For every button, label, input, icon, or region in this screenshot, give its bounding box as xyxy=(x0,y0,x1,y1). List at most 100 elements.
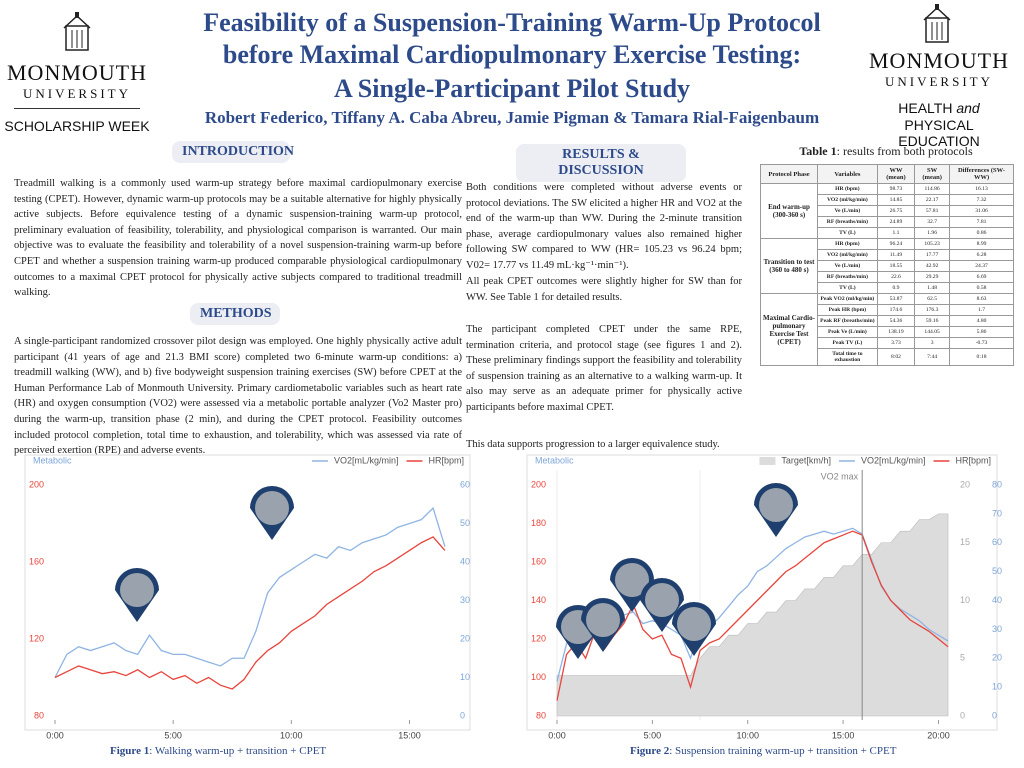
y-tick-label: 80 xyxy=(34,710,44,720)
logo-building xyxy=(923,4,951,43)
panel-label: Metabolic xyxy=(33,455,72,465)
y2-tick-label: 70 xyxy=(992,508,1002,518)
x-tick-label: 5:00 xyxy=(644,730,662,740)
title-line: A Single-Participant Pilot Study xyxy=(333,74,691,103)
table-row: Maximal Cardio-pulmonary Exercise Test (… xyxy=(760,293,1014,366)
logo-name: MONMOUTH xyxy=(869,48,1009,73)
section-heading: INTRODUCTION xyxy=(172,141,294,163)
logo-sub: UNIVERSITY xyxy=(23,86,131,101)
figure-caption: Figure 1: Walking warm-up + transition +… xyxy=(110,745,410,757)
y-tick-label: 200 xyxy=(531,479,546,489)
x-tick-label: 0:00 xyxy=(46,730,64,740)
cell: 0:18 xyxy=(949,348,1014,366)
table-caption: Table 1: results from both protocols xyxy=(756,144,1016,159)
y-tick-label: 120 xyxy=(29,633,44,643)
y-tick-label: 160 xyxy=(531,556,546,566)
table-row: TV (L) 0.9 1.48 0.58 xyxy=(761,282,1014,294)
y2-tick-label: 10 xyxy=(460,672,470,682)
legend-label: HR[bpm] xyxy=(955,455,991,465)
photo xyxy=(586,603,620,637)
y2-tick-label: 60 xyxy=(992,537,1002,547)
logo-name: MONMOUTH xyxy=(7,60,147,85)
results-text: Both conditions were completed without a… xyxy=(466,182,742,271)
y-tick-label: 140 xyxy=(531,595,546,605)
header-row: Protocol Phase Variables WW (mean) SW (mean… xyxy=(760,164,1014,184)
series-line xyxy=(54,506,446,678)
y2-tick-label: 50 xyxy=(992,566,1002,576)
x-tick-label: 15:00 xyxy=(832,730,855,740)
section-heading: RESULTS & DISCUSSION xyxy=(516,144,686,182)
table-row: Total time to exhaustion 8:02 7:44 0:18 xyxy=(761,348,1014,366)
y-tick-label: 80 xyxy=(536,710,546,720)
plot-frame xyxy=(24,454,471,731)
results-text: The participant completed CPET under the… xyxy=(466,324,742,413)
legend-label: VO2[mL/kg/min] xyxy=(334,455,399,465)
results-text: All peak CPET outcomes were slightly hig… xyxy=(466,276,742,303)
y-tick-label: 120 xyxy=(531,633,546,643)
caption-text: : Suspension training warm-up + transiti… xyxy=(669,745,897,757)
y2-tick-label: 20 xyxy=(992,653,1002,663)
y-tick-label: 180 xyxy=(531,518,546,528)
legend-swatch xyxy=(759,457,776,465)
results-table: Protocol Phase Variables WW (mean) SW (mean… xyxy=(760,164,1014,366)
caption-label: Table 1 xyxy=(799,144,837,158)
header-cell: Differences (SW-WW) xyxy=(949,164,1014,184)
legend-label: VO2[mL/kg/min] xyxy=(861,455,926,465)
y3-tick-label: 15 xyxy=(960,537,970,547)
y2-tick-label: 30 xyxy=(992,624,1002,634)
phase: End warm-up (300-360 s) xyxy=(760,183,818,239)
table-row: Peak TV (L) 3.73 3 -0.73 xyxy=(761,337,1014,349)
figure-caption: Figure 2: Suspension training warm-up + … xyxy=(630,745,970,757)
caption-text: : results from both protocols xyxy=(836,144,973,158)
photo xyxy=(645,583,679,617)
intro-text: Treadmill walking is a commonly used war… xyxy=(14,178,462,299)
x-tick-label: 15:00 xyxy=(398,730,421,740)
logo-dept: HEALTH and xyxy=(862,100,1016,116)
series-line xyxy=(556,530,949,701)
title-line: before Maximal Cardiopulmonary Exercise … xyxy=(222,40,802,69)
panel-label: Metabolic xyxy=(535,455,574,465)
y2-tick-label: 0 xyxy=(992,710,997,720)
y3-tick-label: 20 xyxy=(960,479,970,489)
dept-text: and xyxy=(956,100,980,116)
cell: 31.06 xyxy=(949,205,1014,217)
photo xyxy=(120,573,154,607)
phase: Maximal Cardio-pulmonary Exercise Test (… xyxy=(760,293,818,366)
cell: Total time to exhaustion xyxy=(817,348,878,366)
y-tick-label: 200 xyxy=(29,479,44,489)
legend-label: Target[km/h] xyxy=(781,455,831,465)
table-row: Ve (L/min) 18.55 42.92 24.37 xyxy=(761,260,1014,272)
photo xyxy=(615,563,649,597)
logo-dept: PHYSICAL EDUCATION xyxy=(898,117,980,149)
methods-text: A single-participant randomized crossove… xyxy=(14,336,462,457)
title-line: Feasibility of a Suspension-Training War… xyxy=(203,8,821,37)
plot-frame xyxy=(526,454,998,731)
table-row: VO2 (ml/kg/min) 14.85 22.17 7.32 xyxy=(761,194,1014,206)
y3-tick-label: 10 xyxy=(960,595,970,605)
photo xyxy=(677,607,711,641)
table-row: RF (breaths/min) 24.89 32.7 7.81 xyxy=(761,216,1014,228)
logo-sub: UNIVERSITY xyxy=(885,74,993,89)
x-tick-label: 10:00 xyxy=(280,730,303,740)
photo xyxy=(255,491,289,525)
table-row: End warm-up (300-360 s) HR (bpm) 98.73 114.… xyxy=(760,183,1014,239)
y-tick-label: 160 xyxy=(29,556,44,566)
logo-building xyxy=(63,12,91,51)
y2-tick-label: 20 xyxy=(460,633,470,643)
y-tick-label: 100 xyxy=(531,672,546,682)
x-tick-label: 5:00 xyxy=(164,730,182,740)
legend-label: HR[bpm] xyxy=(428,455,464,465)
caption-label: Figure 1 xyxy=(110,745,150,757)
y3-tick-label: 0 xyxy=(960,710,965,720)
y2-tick-label: 0 xyxy=(460,710,465,720)
y3-tick-label: 5 xyxy=(960,653,965,663)
cell: 1.7 xyxy=(949,304,1014,316)
target-area xyxy=(556,513,949,717)
caption-text: : Walking warm-up + transition + CPET xyxy=(149,745,327,757)
photo xyxy=(759,488,793,522)
marker-label: VO2 max xyxy=(821,471,859,481)
y2-tick-label: 30 xyxy=(460,595,470,605)
section-heading: METHODS xyxy=(190,303,280,325)
